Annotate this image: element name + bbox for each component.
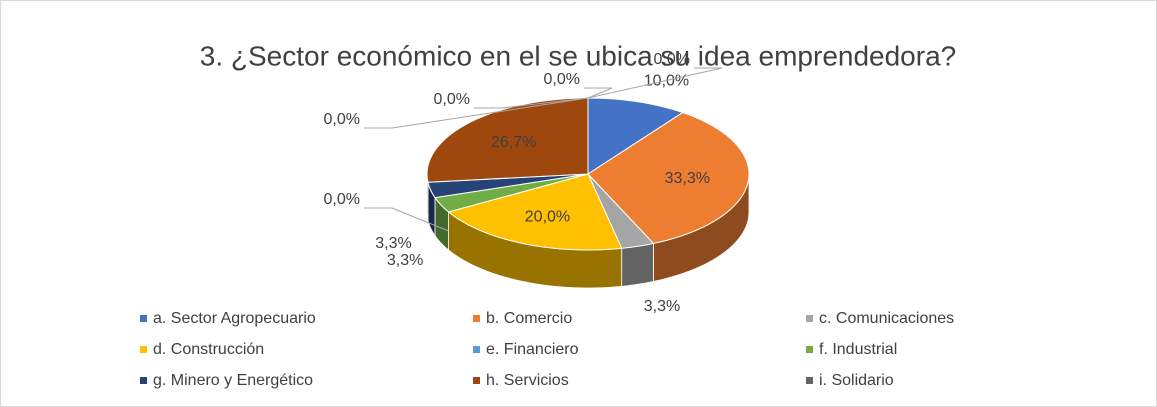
legend-label: d. Construcción	[153, 341, 264, 358]
data-label: 0,0%	[654, 51, 690, 68]
legend-swatch	[140, 346, 147, 353]
pie-slice	[426, 97, 589, 183]
legend-label: g. Minero y Energético	[153, 372, 313, 389]
data-label: 0,0%	[434, 91, 470, 108]
pie-slice	[587, 97, 684, 175]
legend-label: f. Industrial	[819, 341, 897, 358]
data-label: 3,3%	[387, 252, 423, 269]
data-label: 0,0%	[544, 71, 580, 88]
legend-label: h. Servicios	[486, 372, 569, 389]
legend-label: i. Solidario	[819, 372, 894, 389]
leader-line	[584, 87, 613, 99]
data-label: 0,0%	[324, 191, 360, 208]
leader-line	[364, 97, 589, 129]
pie-side	[621, 242, 654, 287]
data-label: 3,3%	[375, 235, 411, 252]
legend-swatch	[806, 377, 813, 384]
legend-swatch	[140, 315, 147, 322]
legend-swatch	[473, 377, 480, 384]
legend-swatch	[806, 315, 813, 322]
pie-slice	[447, 173, 623, 251]
legend-label: a. Sector Agropecuario	[153, 310, 316, 327]
chart-title: 3. ¿Sector económico en el se ubica su i…	[200, 40, 956, 71]
legend-label: e. Financiero	[486, 341, 579, 358]
data-label: 33,3%	[665, 170, 710, 187]
legend-label: b. Comercio	[486, 310, 572, 327]
legend-swatch	[473, 346, 480, 353]
leader-line	[474, 97, 589, 109]
leader-line	[364, 207, 449, 232]
data-label: 20,0%	[525, 208, 570, 225]
data-label: 0,0%	[324, 111, 360, 128]
data-label: 3,3%	[644, 298, 680, 315]
legend-label: c. Comunicaciones	[819, 310, 954, 327]
leader-line	[587, 67, 723, 99]
data-label: 26,7%	[491, 134, 536, 151]
legend-swatch	[806, 346, 813, 353]
pie-slice	[587, 111, 750, 244]
legend-swatch	[140, 377, 147, 384]
legend-swatch	[473, 315, 480, 322]
